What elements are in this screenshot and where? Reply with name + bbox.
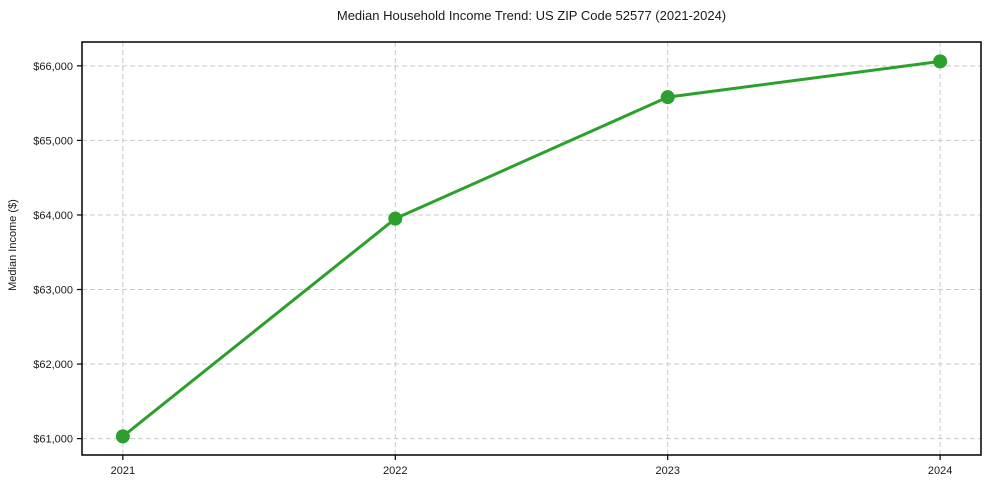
data-point <box>660 90 675 105</box>
plot-border <box>81 41 982 456</box>
data-point <box>933 54 948 69</box>
x-tick-label: 2021 <box>111 465 135 477</box>
y-tick-label: $62,000 <box>33 359 73 371</box>
data-point <box>115 429 130 444</box>
trend-line <box>121 59 942 438</box>
chart-title: Median Household Income Trend: US ZIP Co… <box>336 8 727 23</box>
y-tick-label: $66,000 <box>33 61 73 73</box>
y-tick-label: $63,000 <box>33 285 73 297</box>
y-tick-label: $65,000 <box>33 135 73 147</box>
x-tick-label: 2023 <box>655 465 679 477</box>
y-tick-label: $64,000 <box>33 210 73 222</box>
x-tick-label: 2024 <box>928 465 952 477</box>
data-point <box>388 211 403 226</box>
x-tick-label: 2022 <box>383 465 407 477</box>
y-tick-label: $61,000 <box>33 434 73 446</box>
